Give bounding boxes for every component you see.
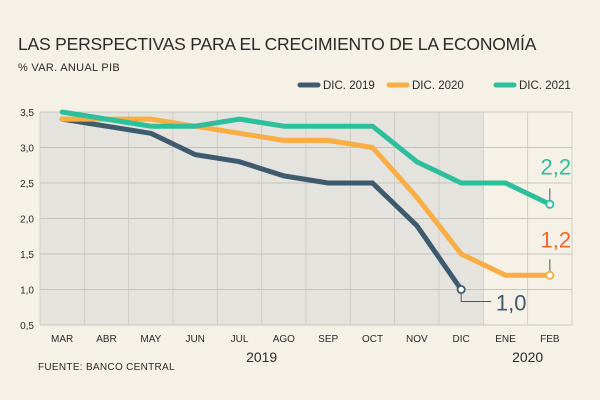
y-tick-label: 3,5 [20,108,34,119]
x-tick-label: ENE [495,334,516,345]
x-tick-label: OCT [362,334,383,345]
x-tick-label: SEP [318,334,338,345]
legend-label-2: DIC. 2020 [412,80,464,92]
end-value-label-2: 1,2 [541,227,572,252]
end-marker-1 [456,284,466,294]
year-label-2020: 2020 [512,349,543,365]
end-value-label-3: 2,2 [541,154,572,179]
x-tick-label: JUL [231,334,249,345]
y-tick-label: 0,5 [20,321,34,332]
end-marker-2 [545,270,555,280]
legend-label-3: DIC. 2021 [519,80,571,92]
x-tick-label: NOV [406,334,428,345]
series-line-1 [59,116,464,292]
x-tick-label: MAR [51,334,73,345]
series-line-3 [59,109,553,207]
y-tick-label: 1,5 [20,250,34,261]
year-label-2019: 2019 [246,349,277,365]
chart-subtitle: % VAR. ANUAL PIB [18,62,121,74]
end-marker-3 [545,199,555,209]
legend-label-1: DIC. 2019 [323,80,375,92]
chart-source: FUENTE: BANCO CENTRAL [38,362,175,373]
y-tick-label: 2,5 [20,179,34,190]
chart-title: LAS PERSPECTIVAS PARA EL CRECIMIENTO DE … [18,34,537,54]
x-tick-label: FEB [540,334,560,345]
callout-leader-1 [460,293,492,302]
x-tick-label: MAY [140,334,161,345]
y-tick-label: 3,0 [20,144,34,155]
x-tick-label: DIC [453,334,470,345]
x-tick-label: JUN [185,334,204,345]
x-tick-label: ABR [96,334,117,345]
y-tick-label: 2,0 [20,215,34,226]
series-line-2 [59,116,553,278]
end-value-label-1: 1,0 [496,291,527,316]
x-tick-label: AGO [273,334,295,345]
y-tick-label: 1,0 [20,286,34,297]
